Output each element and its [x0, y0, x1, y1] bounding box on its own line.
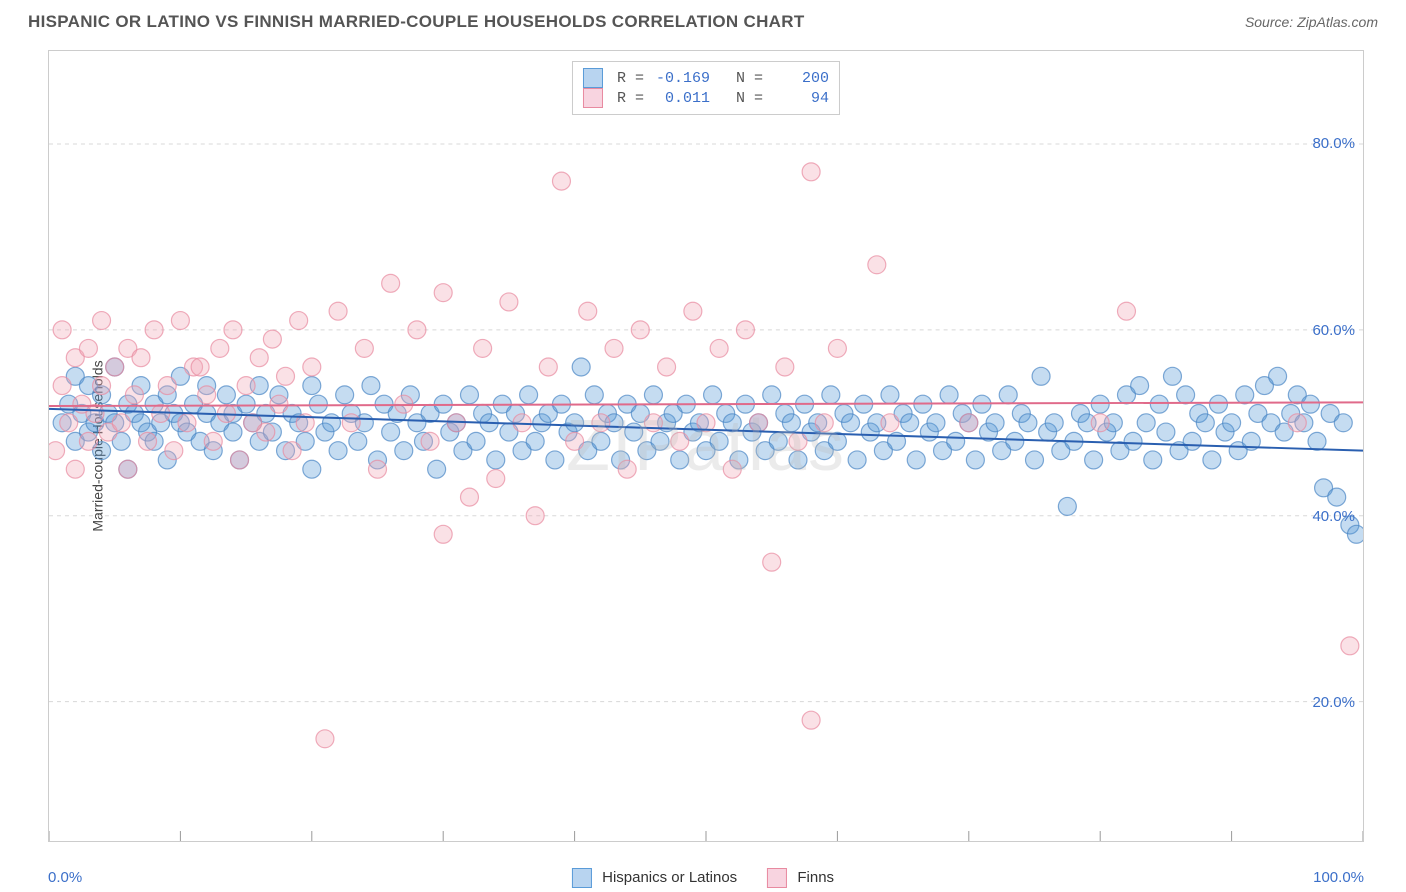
y-tick-label: 20.0% [1312, 694, 1355, 711]
legend-swatch [767, 868, 787, 888]
chart-plot-area: ZIPatlas R = -0.169 N = 200 R = 0.011 N … [48, 50, 1364, 842]
scatter-plot-svg [49, 51, 1363, 841]
legend-r-label: R = [617, 90, 644, 107]
legend-swatch [572, 868, 592, 888]
x-axis-max-label: 100.0% [1313, 869, 1364, 886]
legend-n-label: N = [718, 70, 763, 87]
legend-n-value: 94 [771, 90, 829, 107]
legend-item: Hispanics or Latinos [572, 868, 737, 888]
legend-r-value: -0.169 [652, 70, 710, 87]
legend-n-value: 200 [771, 70, 829, 87]
legend-label: Finns [797, 869, 834, 886]
chart-title: HISPANIC OR LATINO VS FINNISH MARRIED-CO… [28, 12, 805, 32]
series-legend: Hispanics or Latinos Finns [572, 868, 834, 888]
legend-item: Finns [767, 868, 834, 888]
legend-row: R = 0.011 N = 94 [583, 88, 829, 108]
legend-r-label: R = [617, 70, 644, 87]
legend-r-value: 0.011 [652, 90, 710, 107]
legend-label: Hispanics or Latinos [602, 869, 737, 886]
y-tick-label: 40.0% [1312, 508, 1355, 525]
legend-row: R = -0.169 N = 200 [583, 68, 829, 88]
correlation-legend: R = -0.169 N = 200 R = 0.011 N = 94 [572, 61, 840, 115]
legend-swatch [583, 68, 603, 88]
chart-source: Source: ZipAtlas.com [1245, 14, 1378, 30]
x-axis-min-label: 0.0% [48, 869, 82, 886]
legend-swatch [583, 88, 603, 108]
y-tick-label: 80.0% [1312, 135, 1355, 152]
y-tick-label: 60.0% [1312, 322, 1355, 339]
legend-n-label: N = [718, 90, 763, 107]
